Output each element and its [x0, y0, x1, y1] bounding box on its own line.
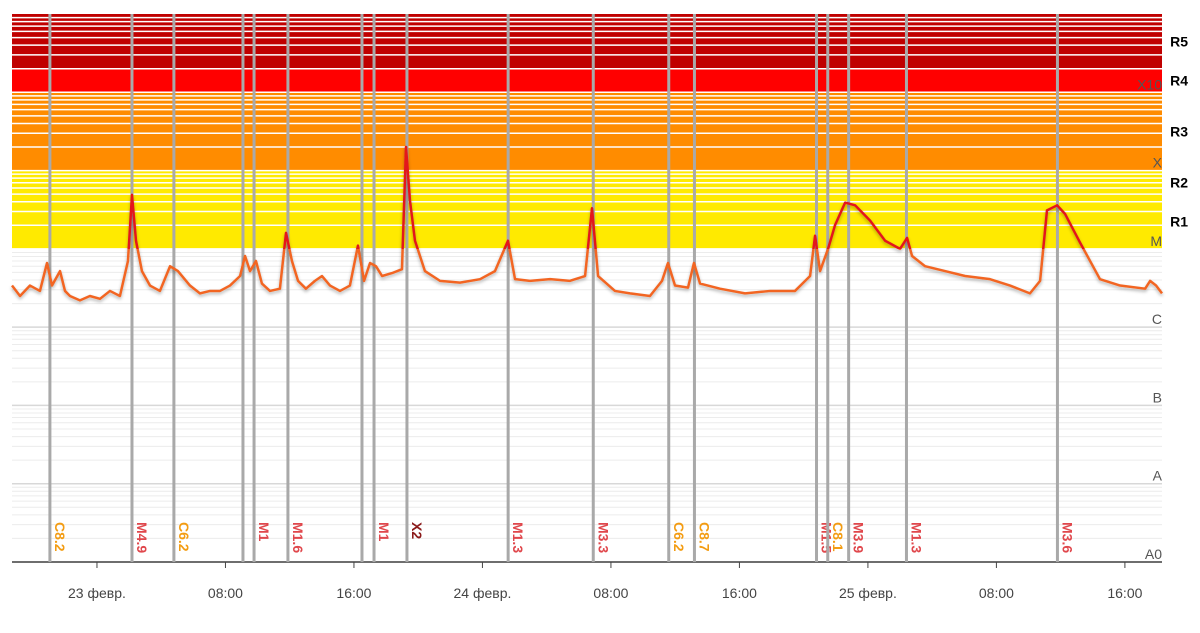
flux-line	[11, 145, 1163, 302]
flare-label: M3.6	[1059, 522, 1075, 553]
y-tick-label: A0	[1145, 546, 1162, 562]
y-tick-label: X	[1153, 155, 1163, 171]
x-tick-label: 16:00	[722, 585, 757, 601]
radio-band	[12, 14, 1162, 69]
flare-label: M3.3	[595, 522, 611, 553]
band-label: R5	[1170, 33, 1188, 49]
x-tick-label: 25 февр.	[839, 585, 897, 601]
flare-label: M1.3	[510, 522, 526, 553]
flare-label: M1.3	[908, 522, 924, 553]
flare-label: M1	[256, 522, 272, 542]
y-tick-label: B	[1153, 389, 1162, 405]
radio-band	[12, 194, 1162, 249]
band-label: R4	[1170, 73, 1188, 89]
x-tick-label: 16:00	[1107, 585, 1142, 601]
flare-label: X2	[409, 522, 425, 539]
y-tick-label: A	[1153, 468, 1163, 484]
flare-label: C8.7	[696, 522, 712, 552]
flare-label: C8.1	[830, 522, 846, 552]
flare-label: M4.9	[134, 522, 150, 553]
band-label: R2	[1170, 174, 1188, 190]
x-tick-label: 16:00	[336, 585, 371, 601]
band-label: R3	[1170, 123, 1188, 139]
x-tick-label: 23 февр.	[68, 585, 126, 601]
x-tick-label: 08:00	[593, 585, 628, 601]
flare-label: C8.2	[52, 522, 68, 552]
radio-band	[12, 68, 1162, 93]
x-tick-label: 24 февр.	[453, 585, 511, 601]
flare-label: C6.2	[671, 522, 687, 552]
band-label: R1	[1170, 213, 1188, 229]
flare-label: M1	[376, 522, 392, 542]
flare-label: M3.9	[851, 522, 867, 553]
flare-label: C6.2	[176, 522, 192, 552]
x-tick-label: 08:00	[208, 585, 243, 601]
y-tick-label: X10	[1137, 76, 1162, 92]
radio-band	[12, 92, 1162, 171]
y-tick-label: C	[1152, 311, 1162, 327]
y-tick-label: M	[1150, 233, 1162, 249]
x-tick-label: 08:00	[979, 585, 1014, 601]
flare-label: M1.6	[290, 522, 306, 553]
